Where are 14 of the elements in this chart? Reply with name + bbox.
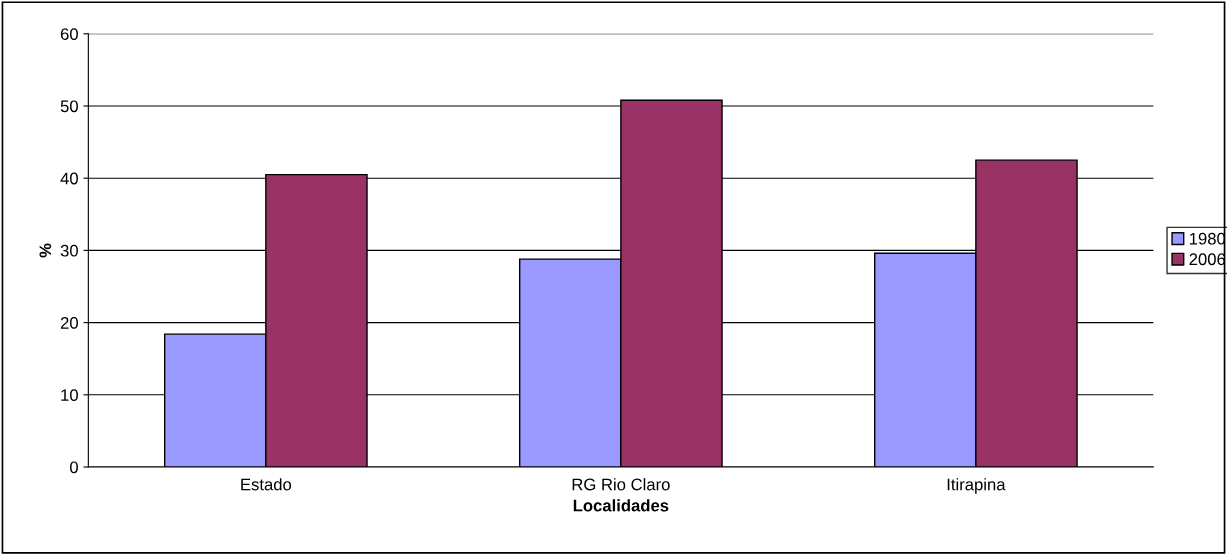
y-tick-label: 10 [61,389,78,402]
y-tick-label: 20 [60,317,78,329]
x-tick-label: Estado [241,478,292,491]
x-axis-title: Localidades [573,499,669,512]
x-tick-label: Itirapina [947,478,1006,494]
y-tick-label: 0 [70,461,78,474]
y-tick-label: 60 [60,28,78,40]
y-tick-label: 30 [60,244,78,257]
legend-label: 1980 [1189,232,1226,245]
y-axis-title: % [39,243,52,258]
y-tick-label: 50 [60,100,78,113]
y-tick-label: 40 [60,172,78,185]
legend-label: 2006 [1189,253,1226,266]
x-tick-label: RG Rio Claro [572,478,670,491]
